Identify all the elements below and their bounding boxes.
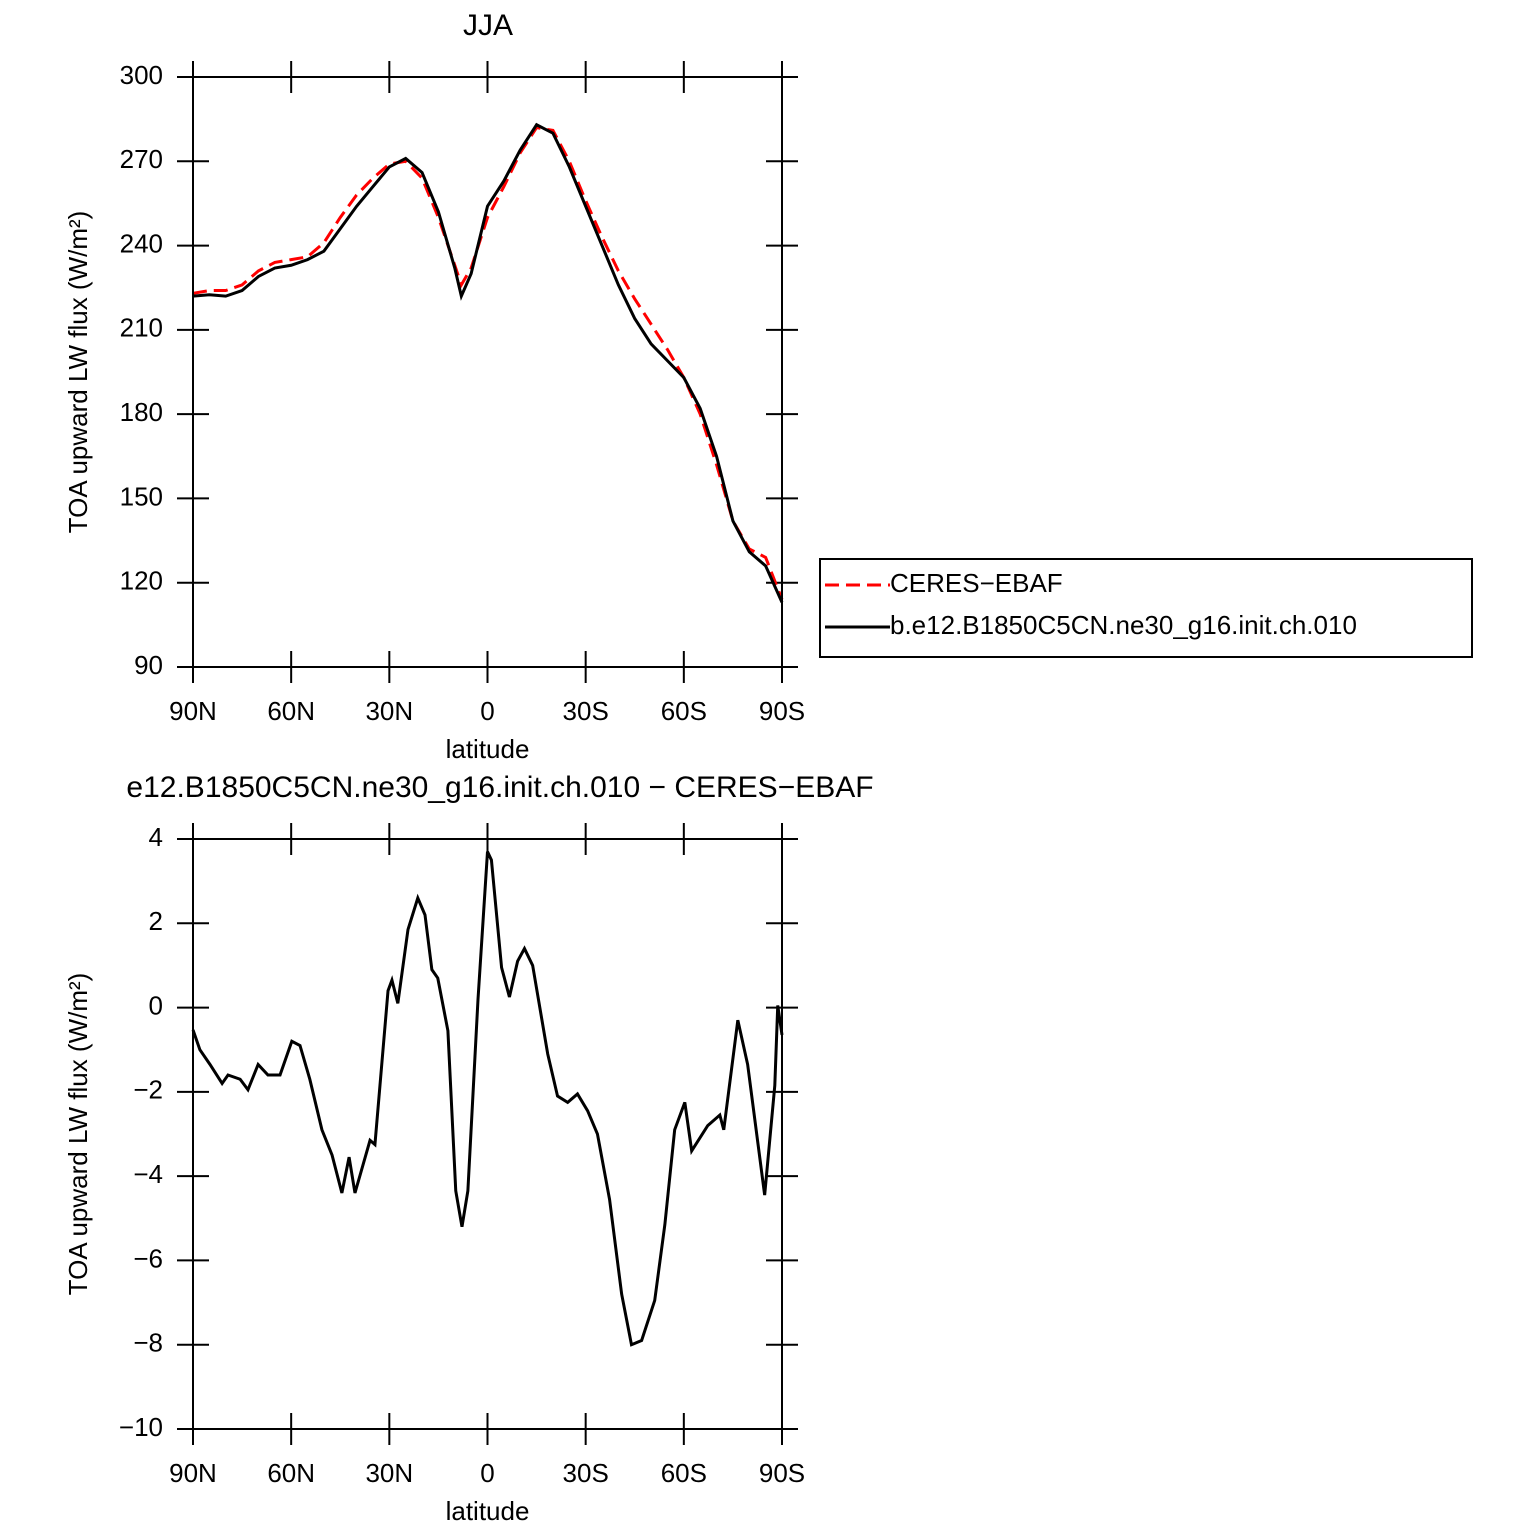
legend-label: b.e12.B1850C5CN.ne30_g16.init.ch.010 [890, 610, 1357, 640]
y-tick-label: 270 [120, 144, 163, 174]
data-line [192, 122, 784, 603]
y-tick-label: 240 [120, 228, 163, 258]
x-tick-label: 30S [563, 696, 609, 726]
y-tick-label: 4 [149, 822, 163, 852]
y-tick-label: 90 [134, 650, 163, 680]
y-tick-label: −2 [133, 1075, 163, 1105]
y-tick-label: −6 [133, 1243, 163, 1273]
y-tick-label: 300 [120, 60, 163, 90]
x-tick-label: 60N [267, 1458, 315, 1488]
plot-frame [192, 838, 783, 1430]
legend-label: CERES−EBAF [890, 568, 1063, 598]
legend-box [819, 558, 1473, 658]
x-tick-label: 90N [169, 696, 217, 726]
y-tick-label: −10 [119, 1412, 163, 1442]
y-tick-label: 0 [149, 990, 163, 1020]
x-tick-label: 30S [563, 1458, 609, 1488]
chart-title: e12.B1850C5CN.ne30_g16.init.ch.010 − CER… [126, 771, 873, 804]
y-tick-label: 2 [149, 906, 163, 936]
x-tick-label: 60N [267, 696, 315, 726]
x-tick-label: 90S [759, 1458, 805, 1488]
x-axis-label: latitude [446, 734, 530, 764]
y-tick-label: 210 [120, 313, 163, 343]
y-tick-label: −8 [133, 1328, 163, 1358]
x-tick-label: 30N [365, 1458, 413, 1488]
x-tick-label: 90N [169, 1458, 217, 1488]
data-line [192, 125, 784, 601]
x-tick-label: 60S [661, 1458, 707, 1488]
y-tick-label: 180 [120, 397, 163, 427]
x-tick-label: 90S [759, 696, 805, 726]
data-line [191, 851, 784, 1347]
plot-frame [192, 76, 783, 668]
y-axis-label: TOA upward LW flux (W/m²) [63, 973, 93, 1296]
x-tick-label: 0 [480, 696, 494, 726]
x-tick-label: 60S [661, 696, 707, 726]
y-tick-label: 150 [120, 481, 163, 511]
chart-title: JJA [463, 9, 513, 42]
x-axis-label: latitude [446, 1496, 530, 1526]
y-axis-label: TOA upward LW flux (W/m²) [63, 211, 93, 534]
y-tick-label: −4 [133, 1159, 163, 1189]
x-tick-label: 30N [365, 696, 413, 726]
x-tick-label: 0 [480, 1458, 494, 1488]
y-tick-label: 120 [120, 566, 163, 596]
